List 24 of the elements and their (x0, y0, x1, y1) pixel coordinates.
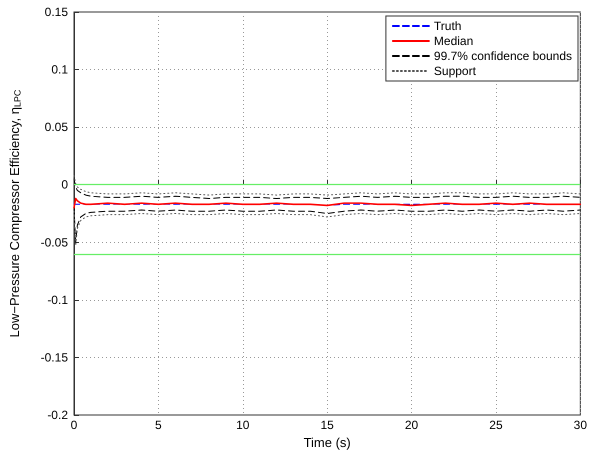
x-tick-label: 5 (155, 418, 162, 432)
x-tick-label: 0 (70, 418, 78, 432)
legend-label: Truth (434, 19, 462, 33)
x-tick-label: 25 (489, 418, 503, 432)
y-tick-label: 0 (61, 178, 68, 192)
y-tick-label: -0.05 (40, 235, 68, 250)
y-tick-label: -0.2 (47, 408, 68, 422)
legend-label: Median (434, 34, 474, 48)
y-tick-label: 0.1 (51, 62, 68, 77)
line-series (73, 198, 582, 209)
legend-label: Support (434, 64, 477, 78)
y-tick-label: -0.15 (40, 350, 68, 364)
line-series (74, 175, 581, 196)
x-tick-label: 10 (236, 418, 250, 432)
y-tick-label: -0.1 (47, 292, 68, 307)
legend-label: 99.7% confidence bounds (434, 49, 572, 63)
y-axis-title: Low−Pressure Compressor Efficiency, ηLPC (7, 89, 22, 338)
x-tick-label: 15 (320, 418, 334, 432)
y-tick-label: 0.05 (44, 120, 68, 134)
x-tick-label: 30 (574, 418, 588, 432)
x-axis-title: Time (s) (304, 434, 351, 450)
line-series (74, 178, 581, 200)
y-tick-label: 0.15 (44, 5, 68, 19)
x-tick-label: 20 (404, 418, 419, 432)
